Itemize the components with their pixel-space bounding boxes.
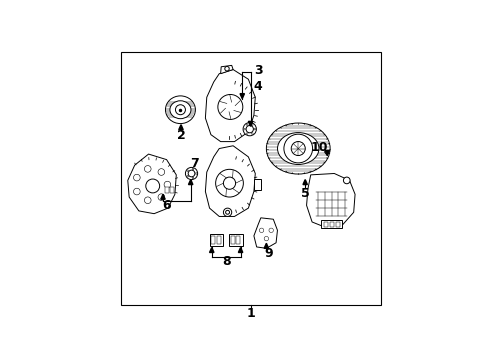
Polygon shape <box>264 243 269 248</box>
Bar <box>229 234 243 246</box>
Circle shape <box>218 94 243 120</box>
Circle shape <box>343 177 350 184</box>
Circle shape <box>158 194 165 201</box>
Circle shape <box>251 124 253 126</box>
Polygon shape <box>307 174 355 228</box>
Polygon shape <box>189 180 193 185</box>
Polygon shape <box>210 247 214 252</box>
Polygon shape <box>128 154 176 214</box>
Bar <box>236 236 240 244</box>
Circle shape <box>175 105 185 115</box>
Bar <box>324 222 328 227</box>
Bar <box>336 222 340 227</box>
Polygon shape <box>179 125 183 130</box>
Circle shape <box>251 133 253 134</box>
Circle shape <box>158 169 165 175</box>
Text: 2: 2 <box>176 129 185 142</box>
Polygon shape <box>238 247 243 252</box>
Circle shape <box>196 173 197 174</box>
Circle shape <box>254 128 256 130</box>
Bar <box>210 234 223 246</box>
Text: 3: 3 <box>254 64 263 77</box>
Polygon shape <box>325 150 330 156</box>
Circle shape <box>284 134 313 163</box>
Circle shape <box>246 133 248 134</box>
Text: 4: 4 <box>254 80 263 93</box>
Circle shape <box>133 174 140 181</box>
Circle shape <box>223 208 232 216</box>
Text: 5: 5 <box>301 187 310 200</box>
Bar <box>170 187 174 193</box>
Circle shape <box>246 126 253 133</box>
Polygon shape <box>161 194 165 199</box>
Circle shape <box>264 237 269 241</box>
Circle shape <box>188 170 195 177</box>
Circle shape <box>192 168 194 170</box>
Circle shape <box>243 122 256 136</box>
Circle shape <box>192 177 194 179</box>
Circle shape <box>145 197 151 203</box>
Text: 10: 10 <box>310 141 328 154</box>
Circle shape <box>187 175 189 177</box>
Circle shape <box>164 181 171 188</box>
Bar <box>212 236 216 244</box>
Circle shape <box>246 124 248 126</box>
Bar <box>231 236 235 244</box>
Bar <box>330 222 334 227</box>
Text: 1: 1 <box>247 307 255 320</box>
Circle shape <box>146 179 160 193</box>
Circle shape <box>244 128 245 130</box>
Text: 8: 8 <box>222 255 230 268</box>
Bar <box>254 179 261 190</box>
Ellipse shape <box>166 96 196 123</box>
Polygon shape <box>303 180 307 185</box>
Bar <box>165 187 169 193</box>
Circle shape <box>223 177 236 189</box>
Circle shape <box>259 228 264 233</box>
Ellipse shape <box>267 123 330 174</box>
Text: 7: 7 <box>190 157 198 170</box>
Circle shape <box>269 228 273 233</box>
Circle shape <box>187 170 189 171</box>
Circle shape <box>133 188 140 195</box>
Polygon shape <box>205 69 255 141</box>
Polygon shape <box>248 121 253 126</box>
Text: 9: 9 <box>265 247 273 260</box>
Bar <box>217 236 221 244</box>
Polygon shape <box>254 218 277 248</box>
Circle shape <box>216 169 244 197</box>
Ellipse shape <box>170 101 191 119</box>
Polygon shape <box>240 94 245 99</box>
Text: 6: 6 <box>162 199 171 212</box>
Circle shape <box>291 141 305 156</box>
Bar <box>321 220 342 228</box>
Circle shape <box>225 210 229 214</box>
Polygon shape <box>220 66 233 74</box>
Ellipse shape <box>277 132 319 165</box>
Circle shape <box>145 166 151 172</box>
Polygon shape <box>205 146 255 216</box>
Circle shape <box>185 167 197 180</box>
Circle shape <box>225 67 229 71</box>
